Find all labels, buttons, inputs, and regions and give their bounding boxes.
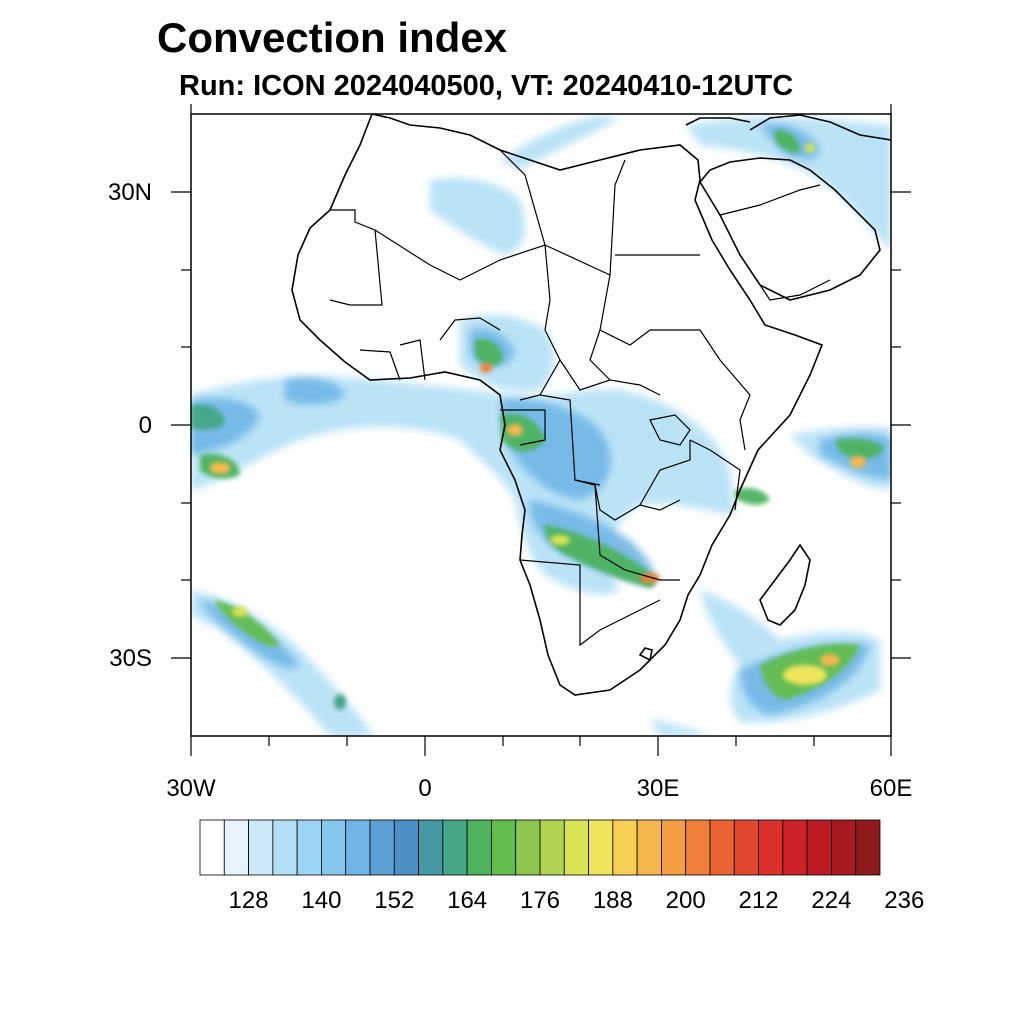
lon-label-30w: 30W	[166, 775, 216, 802]
colorbar-swatch	[491, 819, 517, 876]
colorbar-swatch	[782, 819, 808, 876]
colorbar-swatch	[733, 819, 759, 876]
colorbar-swatch	[248, 819, 274, 876]
convection-field	[191, 115, 891, 736]
colorbar-swatch	[806, 819, 832, 876]
colorbar-swatch	[855, 819, 881, 876]
country-borders	[329, 149, 831, 647]
colorbar-tick-label: 224	[811, 887, 852, 914]
colorbar-tick-label: 188	[592, 887, 633, 914]
colorbar-swatch	[661, 819, 687, 876]
coastlines	[291, 114, 891, 696]
colorbar-swatch	[831, 819, 857, 876]
chart-subtitle: Run: ICON 2024040500, VT: 20240410-12UTC	[179, 70, 794, 102]
colorbar-swatch	[199, 819, 225, 876]
colorbar-swatch	[369, 819, 395, 876]
colorbar-tick-label: 236	[884, 887, 925, 914]
colorbar-tick-label: 128	[228, 887, 269, 914]
lon-label-0: 0	[418, 775, 432, 802]
lat-label-30n: 30N	[107, 179, 152, 206]
colorbar-swatch	[418, 819, 444, 876]
colorbar-tick-label: 176	[519, 887, 561, 914]
colorbar-swatch	[442, 819, 468, 876]
colorbar-swatch	[272, 819, 298, 876]
colorbar-swatch	[636, 819, 662, 876]
lon-label-30e: 30E	[636, 775, 680, 802]
colorbar-swatch	[223, 819, 249, 876]
colorbar-swatch	[393, 819, 419, 876]
colorbar-swatch	[563, 819, 589, 876]
axis-ticks	[171, 104, 911, 756]
lon-label-60e: 60E	[869, 775, 913, 802]
lat-label-30s: 30S	[109, 645, 152, 672]
colorbar-swatch	[466, 819, 492, 876]
colorbar-swatch	[685, 819, 711, 876]
colorbar-tick-label: 212	[738, 887, 779, 914]
colorbar-swatch	[539, 819, 565, 876]
colorbar-swatch	[709, 819, 735, 876]
colorbar-swatch	[515, 819, 541, 876]
lat-label-0: 0	[138, 412, 152, 439]
colorbar-tick-label: 200	[665, 887, 706, 914]
colorbar-swatch	[758, 819, 784, 876]
colorbar-tick-label: 140	[301, 887, 342, 914]
chart-title: Convection index	[157, 14, 508, 61]
colorbar-swatch	[321, 819, 347, 876]
colorbar	[199, 819, 881, 876]
colorbar-tick-label: 164	[447, 887, 488, 914]
colorbar-swatch	[296, 819, 322, 876]
colorbar-tick-label: 152	[374, 887, 415, 914]
colorbar-swatch	[588, 819, 614, 876]
colorbar-swatch	[345, 819, 371, 876]
colorbar-swatch	[612, 819, 638, 876]
